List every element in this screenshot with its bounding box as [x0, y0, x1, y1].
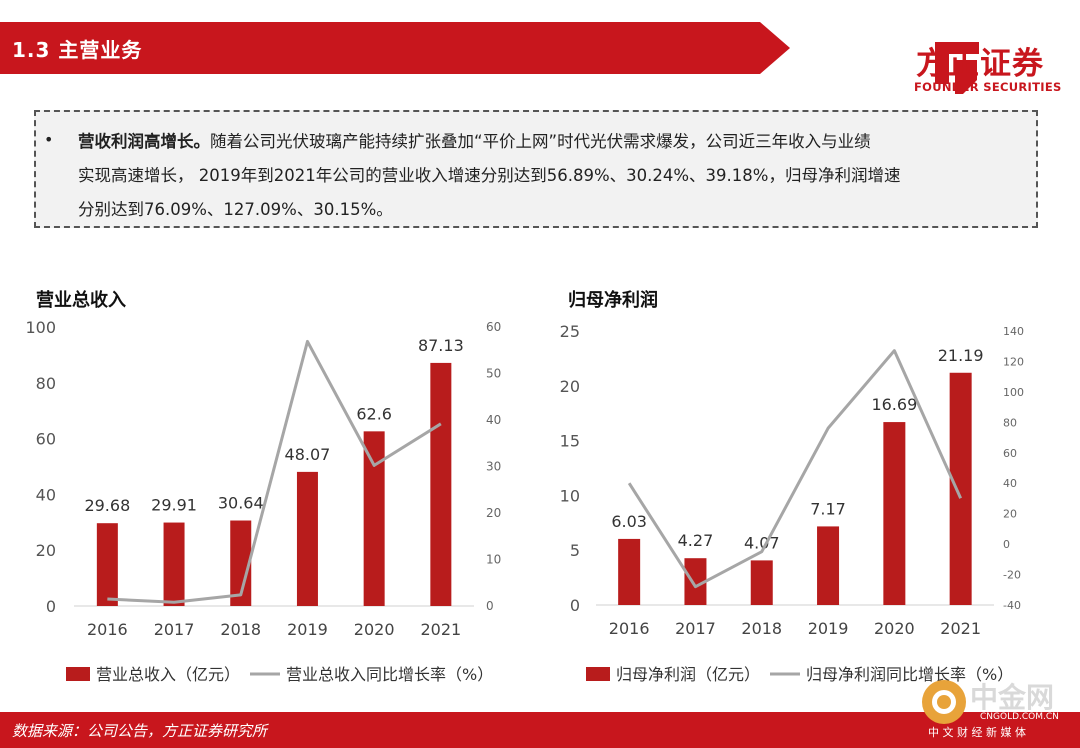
- profit-chart: 0 5 10 15 20 25 -40 -20 0 20 40 60 80 100 120 140 6.03 20…: [560, 322, 1024, 684]
- y-right-tick-label: 40: [486, 413, 501, 427]
- bar: [96, 523, 118, 606]
- profit-chart-title: 归母净利润: [568, 290, 658, 311]
- section-title: 1.3 主营业务: [12, 38, 143, 62]
- x-tick-label: 2021: [420, 620, 461, 639]
- bar: [817, 526, 840, 605]
- bar: [883, 422, 906, 605]
- x-tick-label: 2017: [675, 619, 716, 638]
- bar: [163, 522, 185, 606]
- y-right-tick-label: 10: [486, 553, 501, 567]
- bullet-point: •: [44, 130, 54, 149]
- watermark-domain: CNGOLD.COM.CN: [980, 712, 1059, 722]
- y-right-tick-label: 80: [1003, 416, 1017, 429]
- x-tick-label: 2018: [220, 620, 261, 639]
- y-left-tick-label: 80: [36, 374, 56, 393]
- legend-bar-label: 归母净利润（亿元）: [616, 665, 760, 684]
- y-right-tick-label: 0: [1003, 538, 1010, 551]
- bar: [684, 558, 707, 605]
- x-tick-label: 2016: [87, 620, 128, 639]
- watermark-tagline: 中 文 财 经 新 媒 体: [928, 726, 1026, 739]
- revenue-chart-title: 营业总收入: [36, 290, 126, 311]
- x-tick-label: 2017: [154, 620, 195, 639]
- bar-data-label: 48.07: [285, 445, 331, 464]
- bar: [430, 362, 452, 606]
- y-right-tick-label: 20: [1003, 508, 1017, 521]
- x-tick-label: 2020: [354, 620, 395, 639]
- y-right-tick-label: 20: [486, 506, 501, 520]
- bar: [618, 538, 641, 605]
- logo-name-en: FOUNDER SECURITIES: [914, 80, 1062, 94]
- footer-bar: [0, 712, 1080, 748]
- bar-data-label: 87.13: [418, 336, 464, 355]
- y-right-tick-label: 30: [486, 460, 501, 474]
- x-tick-label: 2021: [940, 619, 981, 638]
- watermark-name: 中金网: [970, 681, 1055, 714]
- bar-data-label: 30.64: [218, 494, 264, 513]
- y-left-tick-label: 0: [570, 596, 580, 615]
- y-left-tick-label: 25: [560, 322, 580, 341]
- bar-data-label: 4.27: [678, 531, 714, 550]
- legend-bar-label: 营业总收入（亿元）: [96, 665, 240, 684]
- x-tick-label: 2016: [609, 619, 650, 638]
- bar: [230, 520, 252, 606]
- bar-data-label: 6.03: [611, 512, 647, 531]
- y-left-tick-label: 100: [25, 318, 56, 337]
- y-right-tick-label: 0: [486, 599, 494, 613]
- y-right-tick-label: 120: [1003, 355, 1024, 368]
- cngold-logo-icon: [922, 680, 966, 724]
- legend-line-label: 营业总收入同比增长率（%）: [286, 665, 493, 684]
- y-right-tick-label: 40: [1003, 477, 1017, 490]
- summary-line-2: 实现高速增长， 2019年到2021年公司的营业收入增速分别达到56.89%、3…: [78, 166, 901, 185]
- summary-lead: 营收利润高增长。: [78, 132, 210, 151]
- legend-bar-swatch: [586, 667, 610, 681]
- y-right-tick-label: 60: [1003, 447, 1017, 460]
- x-tick-label: 2019: [808, 619, 849, 638]
- bar-data-label: 16.69: [871, 395, 917, 414]
- y-right-tick-label: 60: [486, 320, 501, 334]
- legend-line-label: 归母净利润同比增长率（%）: [806, 665, 1013, 684]
- y-left-tick-label: 10: [560, 486, 580, 505]
- x-tick-label: 2019: [287, 620, 328, 639]
- summary-box: • 营收利润高增长。随着公司光伏玻璃产能持续扩张叠加“平价上网”时代光伏需求爆发…: [34, 110, 1038, 228]
- revenue-chart: 0 20 40 60 80 100 0 10 20 30 40 50 60 29.68 2016 29.91 2…: [25, 318, 501, 684]
- bar: [750, 560, 773, 605]
- y-left-tick-label: 20: [560, 377, 580, 396]
- x-tick-label: 2020: [874, 619, 915, 638]
- footer-source: 数据来源：公司公告，方正证券研究所: [12, 722, 268, 740]
- legend-bar-swatch: [66, 667, 90, 681]
- cngold-watermark: 中金网 CNGOLD.COM.CN 中 文 财 经 新 媒 体: [918, 676, 1078, 748]
- summary-line-3: 分别达到76.09%、127.09%、30.15%。: [78, 200, 393, 219]
- y-left-tick-label: 0: [46, 597, 56, 616]
- bar: [296, 471, 318, 606]
- y-right-tick-label: 100: [1003, 386, 1024, 399]
- bar-data-label: 29.91: [151, 496, 197, 515]
- bar-data-label: 21.19: [938, 346, 984, 365]
- summary-line-1: 随着公司光伏玻璃产能持续扩张叠加“平价上网”时代光伏需求爆发，公司近三年收入与业…: [210, 132, 871, 151]
- bar: [949, 372, 972, 605]
- bar: [363, 431, 385, 606]
- y-left-tick-label: 15: [560, 432, 580, 451]
- y-right-tick-label: 140: [1003, 325, 1024, 338]
- bar-data-label: 62.6: [356, 404, 392, 423]
- y-left-tick-label: 60: [36, 430, 56, 449]
- y-left-tick-label: 20: [36, 541, 56, 560]
- logo-name-cn: 方正证券: [916, 46, 1044, 82]
- summary-text: 营收利润高增长。随着公司光伏玻璃产能持续扩张叠加“平价上网”时代光伏需求爆发，公…: [78, 125, 1028, 227]
- growth-line-series: [107, 339, 442, 604]
- y-left-tick-label: 40: [36, 485, 56, 504]
- x-tick-label: 2018: [741, 619, 782, 638]
- bar-data-label: 7.17: [810, 499, 846, 518]
- y-right-tick-label: -40: [1003, 599, 1021, 612]
- y-right-tick-label: 50: [486, 367, 501, 381]
- growth-line-series: [627, 349, 963, 589]
- bar-data-label: 29.68: [84, 496, 130, 515]
- y-right-tick-label: -20: [1003, 569, 1021, 582]
- founder-logo-mark: [935, 42, 979, 94]
- section-banner: [0, 22, 790, 74]
- y-left-tick-label: 5: [570, 541, 580, 560]
